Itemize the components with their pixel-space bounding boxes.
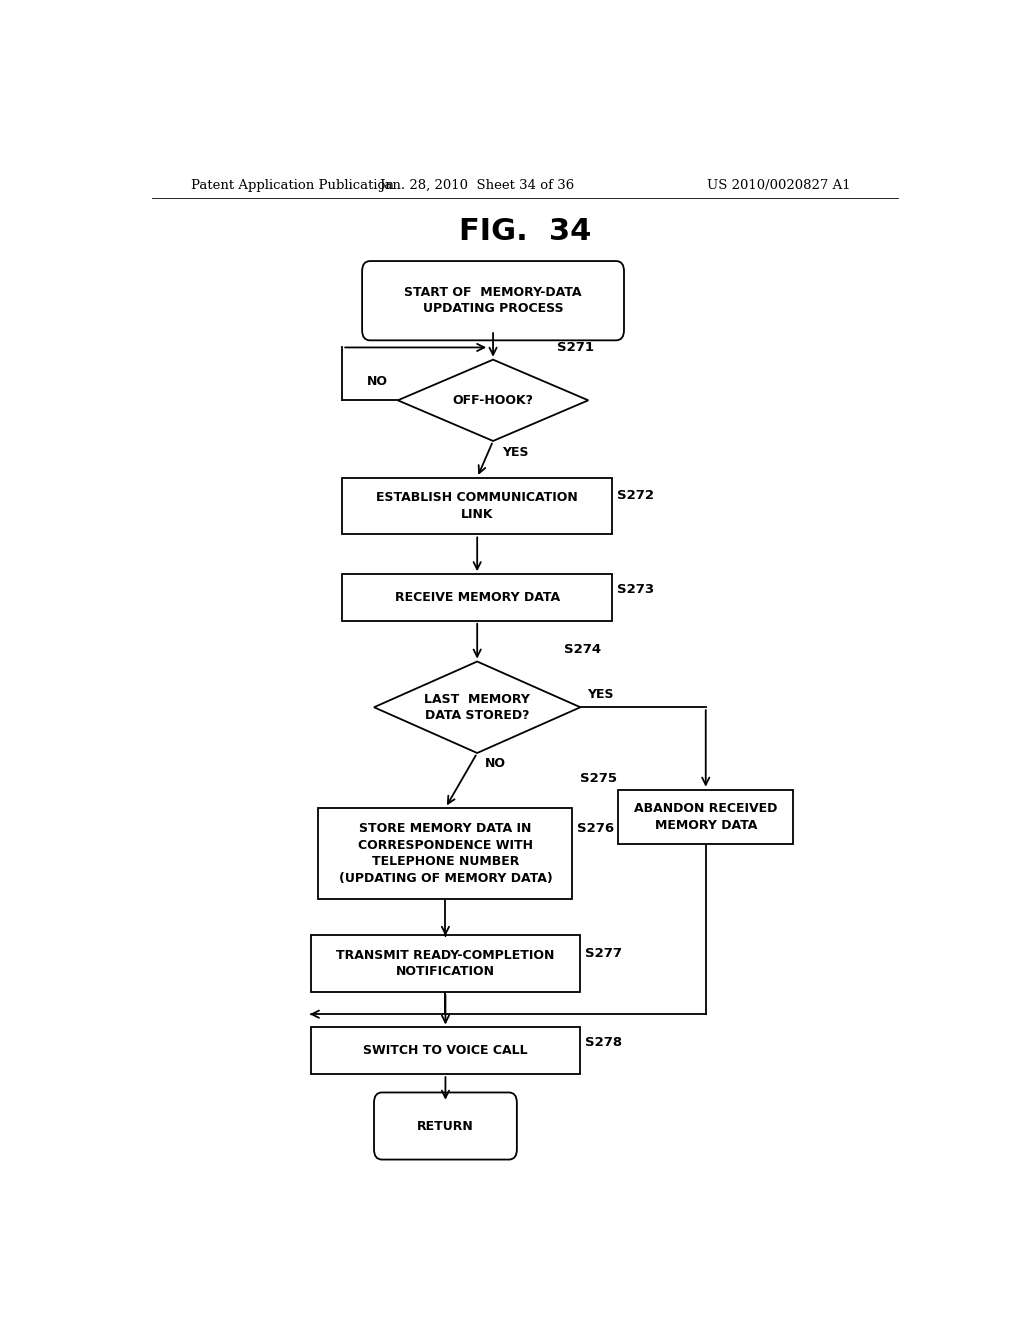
Text: US 2010/0020827 A1: US 2010/0020827 A1 (707, 180, 851, 193)
Text: RETURN: RETURN (417, 1119, 474, 1133)
Text: Patent Application Publication: Patent Application Publication (191, 180, 394, 193)
Text: NO: NO (485, 758, 506, 770)
Bar (342, 574, 612, 620)
Text: TRANSMIT READY-COMPLETION
NOTIFICATION: TRANSMIT READY-COMPLETION NOTIFICATION (336, 949, 555, 978)
Text: FIG.  34: FIG. 34 (459, 216, 591, 246)
Bar (342, 478, 612, 535)
Polygon shape (374, 661, 581, 752)
Bar (310, 1027, 581, 1074)
Bar (618, 789, 793, 845)
Text: S276: S276 (578, 822, 614, 834)
Text: S275: S275 (581, 772, 617, 785)
FancyBboxPatch shape (362, 261, 624, 341)
Text: S278: S278 (585, 1036, 623, 1049)
Text: RECEIVE MEMORY DATA: RECEIVE MEMORY DATA (394, 591, 560, 605)
Text: Jan. 28, 2010  Sheet 34 of 36: Jan. 28, 2010 Sheet 34 of 36 (380, 180, 574, 193)
FancyBboxPatch shape (374, 1093, 517, 1159)
Text: START OF  MEMORY-DATA
UPDATING PROCESS: START OF MEMORY-DATA UPDATING PROCESS (404, 286, 582, 315)
Text: OFF-HOOK?: OFF-HOOK? (453, 393, 534, 407)
Text: S274: S274 (564, 643, 602, 656)
Text: YES: YES (503, 446, 529, 459)
Text: YES: YES (587, 688, 613, 701)
Text: S277: S277 (585, 946, 623, 960)
Text: S273: S273 (616, 583, 654, 595)
Text: STORE MEMORY DATA IN
CORRESPONDENCE WITH
TELEPHONE NUMBER
(UPDATING OF MEMORY DA: STORE MEMORY DATA IN CORRESPONDENCE WITH… (339, 822, 552, 884)
Text: NO: NO (368, 375, 388, 388)
Text: LAST  MEMORY
DATA STORED?: LAST MEMORY DATA STORED? (424, 693, 530, 722)
Text: S272: S272 (616, 490, 654, 503)
Bar (310, 935, 581, 991)
Text: S271: S271 (557, 341, 594, 354)
Bar (318, 808, 572, 899)
Text: ABANDON RECEIVED
MEMORY DATA: ABANDON RECEIVED MEMORY DATA (634, 803, 777, 832)
Text: SWITCH TO VOICE CALL: SWITCH TO VOICE CALL (364, 1044, 527, 1057)
Polygon shape (397, 359, 588, 441)
Text: ESTABLISH COMMUNICATION
LINK: ESTABLISH COMMUNICATION LINK (376, 491, 579, 521)
